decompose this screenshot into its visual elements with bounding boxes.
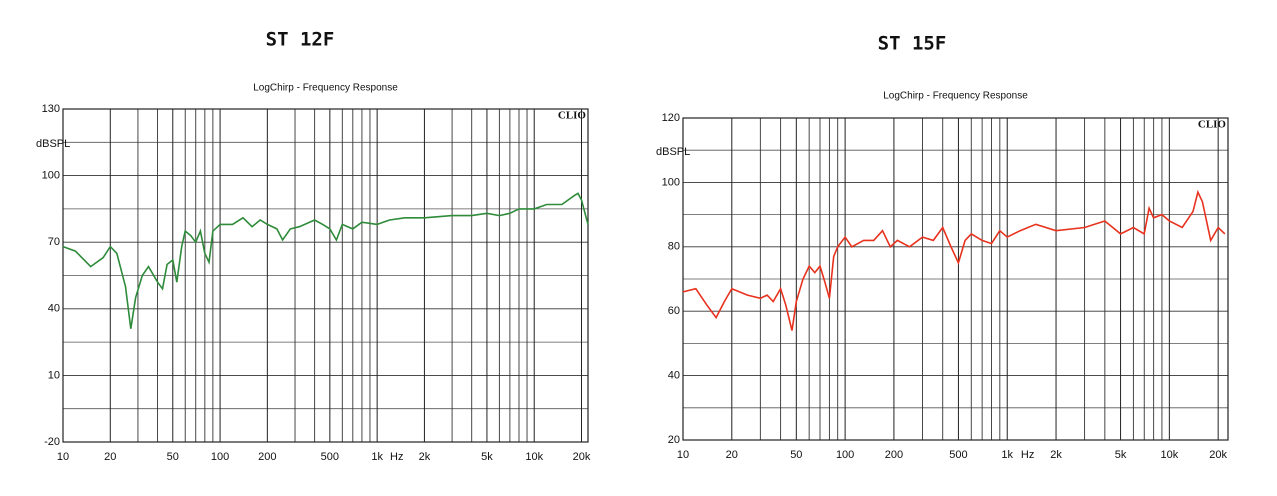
x-tick-label: 2k — [1050, 449, 1062, 461]
plot-frame — [62, 108, 589, 443]
y-tick-label: -20 — [44, 436, 60, 448]
y-tick-label: 80 — [668, 241, 680, 253]
x-tick-label: 500 — [949, 449, 967, 461]
x-tick-label: 20k — [573, 451, 591, 463]
x-tick-label: 100 — [836, 449, 854, 461]
x-tick-label: 20 — [726, 449, 738, 461]
x-tick-label: 20 — [104, 451, 116, 463]
x-tick-label: 50 — [790, 449, 802, 461]
response-line — [62, 192, 589, 329]
x-axis-label: Hz — [1021, 449, 1034, 461]
y-tick-label: 40 — [668, 370, 680, 382]
annotation: CLIO — [558, 110, 587, 122]
y-axis-label: dBSPL — [656, 146, 690, 158]
y-tick-label: 20 — [668, 434, 680, 446]
x-tick-label: 10 — [57, 451, 69, 463]
chart-subtitle: LogChirp - Frequency Response — [883, 91, 1028, 102]
x-tick-label: 100 — [211, 451, 229, 463]
x-tick-label: 200 — [885, 449, 903, 461]
x-tick-label: 200 — [258, 451, 276, 463]
chart-subtitle: LogChirp - Frequency Response — [253, 83, 398, 94]
x-tick-label: 50 — [167, 451, 179, 463]
x-tick-label: 10k — [1160, 449, 1178, 461]
y-tick-label: 60 — [668, 305, 680, 317]
y-tick-label: 70 — [48, 236, 60, 248]
x-tick-label: 5k — [1115, 449, 1127, 461]
y-axis-label: dBSPL — [36, 138, 70, 150]
x-tick-label: 1k — [371, 451, 383, 463]
y-tick-label: 100 — [662, 176, 680, 188]
plot-frame — [682, 117, 1229, 441]
x-tick-label: 1k — [1001, 449, 1013, 461]
y-tick-label: 120 — [662, 112, 680, 124]
chart-title: ST 12F — [266, 29, 335, 51]
y-tick-label: 10 — [48, 369, 60, 381]
x-tick-label: 10k — [525, 451, 543, 463]
x-tick-label: 20k — [1209, 449, 1227, 461]
y-tick-label: 40 — [48, 303, 60, 315]
x-tick-label: 10 — [677, 449, 689, 461]
y-tick-label: 100 — [42, 170, 60, 182]
x-tick-label: 5k — [481, 451, 493, 463]
x-axis-label: Hz — [390, 451, 403, 463]
y-tick-label: 130 — [42, 103, 60, 115]
chart-title: ST 15F — [878, 33, 947, 55]
x-tick-label: 500 — [321, 451, 339, 463]
x-tick-label: 2k — [419, 451, 431, 463]
response-line — [682, 189, 1226, 331]
annotation: CLIO — [1198, 119, 1227, 131]
